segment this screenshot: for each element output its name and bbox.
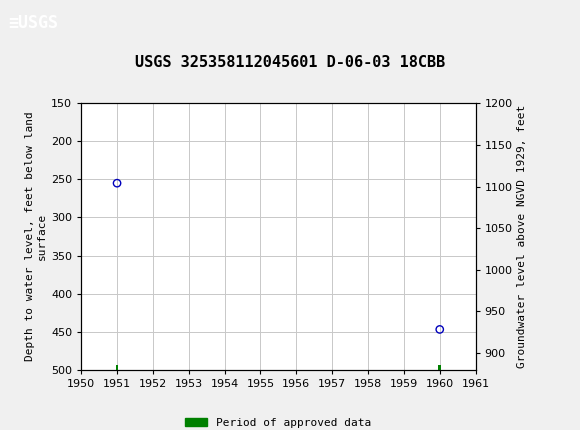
Legend: Period of approved data: Period of approved data: [181, 413, 376, 430]
Point: [435, 326, 444, 333]
Point: [113, 180, 122, 187]
Y-axis label: Depth to water level, feet below land
surface: Depth to water level, feet below land su…: [26, 112, 47, 361]
Text: USGS 325358112045601 D-06-03 18CBB: USGS 325358112045601 D-06-03 18CBB: [135, 55, 445, 70]
Bar: [115, 365, 118, 370]
Y-axis label: Groundwater level above NGVD 1929, feet: Groundwater level above NGVD 1929, feet: [517, 105, 527, 368]
Text: ≡USGS: ≡USGS: [9, 15, 59, 33]
Bar: [438, 365, 441, 370]
